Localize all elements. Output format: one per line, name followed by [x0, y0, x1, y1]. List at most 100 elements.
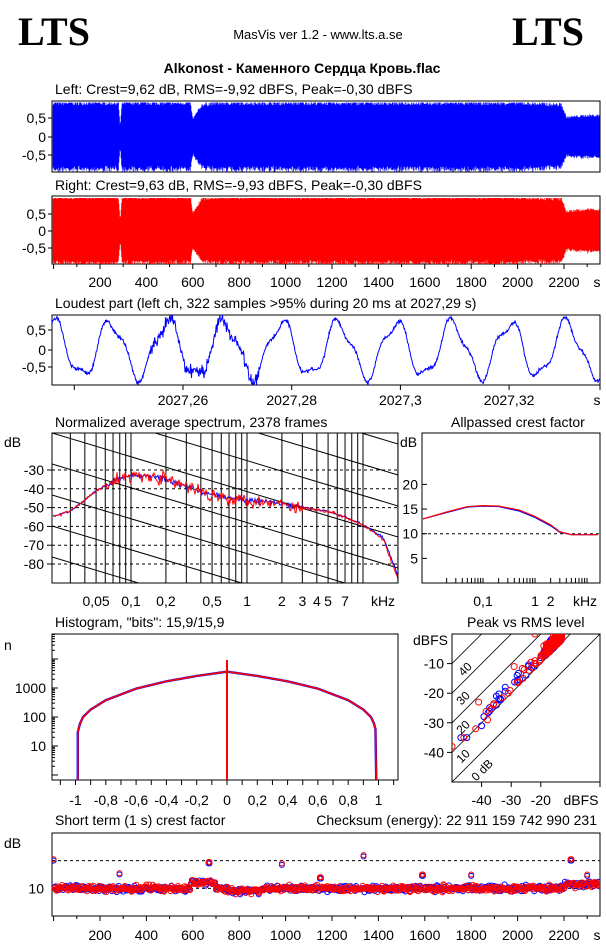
histogram-xtick-label: 0,4	[278, 792, 298, 808]
time-axis-tick-label: 1000	[270, 274, 301, 290]
histogram-ytick-label: 100	[23, 709, 47, 725]
logo-left: LTS	[18, 9, 90, 54]
spectrum-ytick-label: -50	[24, 500, 44, 516]
short-term-time-axis-tick-label: 1200	[316, 927, 347, 943]
peak-rms-point-right	[489, 701, 497, 709]
short-term-time-axis-tick-label: 2000	[502, 927, 533, 943]
short-term-point-left	[602, 880, 606, 885]
peak-rms-points	[452, 634, 566, 750]
short-term-point-right	[468, 871, 475, 878]
peak-rms-point-right	[484, 716, 492, 724]
short-term-point-right	[435, 885, 442, 892]
peak-rms-ytick-label: -40	[424, 744, 444, 760]
short-term-point-right	[406, 889, 413, 896]
short-term-time-axis-tick-label: 800	[228, 927, 252, 943]
short-term-point-right	[419, 871, 426, 878]
time-axis-tick-label: 1400	[363, 274, 394, 290]
spectrum-ytick-label: -70	[24, 537, 44, 553]
peak-rms-point-right	[452, 742, 456, 750]
short-term-point-right	[278, 860, 285, 867]
left-waveform-ytick-label: 0,5	[27, 110, 47, 126]
spectrum-xtick-label: 0,5	[202, 593, 222, 609]
histogram-ytick-label: 1000	[15, 680, 46, 696]
peak-rms-point-right	[472, 725, 480, 733]
time-axis-tick-label: 2000	[502, 274, 533, 290]
short-term-point-right	[584, 871, 591, 878]
crest-factor-title: Allpassed crest factor	[451, 414, 585, 430]
loudest-ytick-label: -0,5	[22, 359, 46, 375]
peak-rms-point-right	[498, 694, 506, 702]
right-waveform-series	[52, 198, 600, 264]
short-term-point-right	[208, 879, 215, 886]
short-term-ylabel: dB	[4, 835, 21, 851]
histogram-xtick-label: 1	[375, 792, 383, 808]
time-axis-tick-label: 400	[135, 274, 159, 290]
spectrum-series-right	[52, 468, 398, 580]
peak-rms-xtick-label: -20	[531, 792, 551, 808]
short-term-time-axis-tick-label: 1600	[409, 927, 440, 943]
peak-rms-point-left	[478, 722, 486, 730]
logo-right: LTS	[512, 9, 584, 54]
short-term-point-right	[143, 881, 150, 888]
histogram-ylabel: n	[4, 637, 12, 653]
loudest-ytick-label: 0	[38, 342, 46, 358]
short-term-point-right	[598, 880, 600, 886]
peak-rms-point-right	[549, 639, 557, 647]
spectrum-slope-line	[52, 556, 141, 583]
short-term-point-right	[406, 888, 413, 895]
spectrum-xtick-label: 0,05	[82, 593, 109, 609]
right-waveform-ytick-label: 0	[38, 223, 46, 239]
loudest-xtick-label: 2027,3	[379, 392, 422, 408]
peak-rms-ylabel: dBFS	[413, 632, 448, 648]
checksum-text: Checksum (energy): 22 911 159 742 990 23…	[316, 812, 597, 828]
app-title: MasVis ver 1.2 - www.lts.a.se	[233, 27, 403, 42]
spectrum-xtick-label: 2	[278, 593, 286, 609]
histogram-xtick-label: -0,2	[185, 792, 209, 808]
peak-rms-point-right	[531, 634, 539, 638]
short-term-time-axis-tick-label: 1400	[363, 927, 394, 943]
file-title: Alkonost - Каменного Сердца Кровь.flac	[164, 60, 441, 76]
short-term-point-right	[568, 856, 575, 863]
crest-xtick-label: 2	[547, 593, 555, 609]
time-axis-tick-label: 600	[181, 274, 205, 290]
spectrum-slope-line	[52, 278, 398, 382]
short-term-time-axis-tick-label: 600	[181, 927, 205, 943]
spectrum-ylabel: dB	[4, 434, 21, 450]
peak-rms-crest-line	[452, 634, 542, 724]
crest-series-left	[422, 505, 598, 536]
peak-rms-crest-label: 10	[453, 746, 473, 766]
peak-rms-unit-label: dBFS	[563, 792, 598, 808]
crest-ytick-label: 15	[402, 501, 418, 517]
short-term-point-right	[358, 886, 365, 893]
spectrum-ytick-label: -30	[24, 462, 44, 478]
short-term-point-right	[155, 883, 162, 890]
peak-rms-crest-lines	[452, 634, 600, 782]
spectrum-xtick-label: 3	[298, 593, 306, 609]
spectrum-xtick-label: 1	[243, 593, 251, 609]
short-term-crest-title: Short term (1 s) crest factor	[55, 812, 226, 828]
crest-xtick-label: 0,1	[473, 593, 493, 609]
histogram-xtick-label: -0,4	[154, 792, 178, 808]
short-term-point-right	[67, 884, 74, 891]
peak-rms-ytick-label: -30	[424, 715, 444, 731]
time-axis-tick-label: 1600	[409, 274, 440, 290]
peak-rms-point-right	[545, 648, 553, 656]
loudest-xtick-label: 2027,28	[266, 392, 317, 408]
short-term-point-right	[206, 859, 213, 866]
crest-ylabel: dB	[400, 434, 417, 450]
time-axis-tick-label: 200	[88, 274, 112, 290]
peak-rms-crest-line	[452, 634, 512, 694]
peak-rms-point-right	[540, 642, 548, 650]
loudest-xtick-label: 2027,32	[484, 392, 535, 408]
crest-xtick-label: 1	[531, 593, 539, 609]
short-term-point-right	[189, 877, 196, 884]
peak-rms-point-left	[501, 683, 509, 691]
histogram-ytick-label: 10	[30, 738, 46, 754]
peak-rms-ytick-label: -20	[424, 685, 444, 701]
left-waveform-ytick-label: 0	[38, 129, 46, 145]
short-term-point-right	[187, 887, 194, 894]
short-term-point-right	[601, 882, 606, 887]
histogram-xtick-label: 0,8	[338, 792, 358, 808]
short-term-point-right	[427, 884, 434, 891]
